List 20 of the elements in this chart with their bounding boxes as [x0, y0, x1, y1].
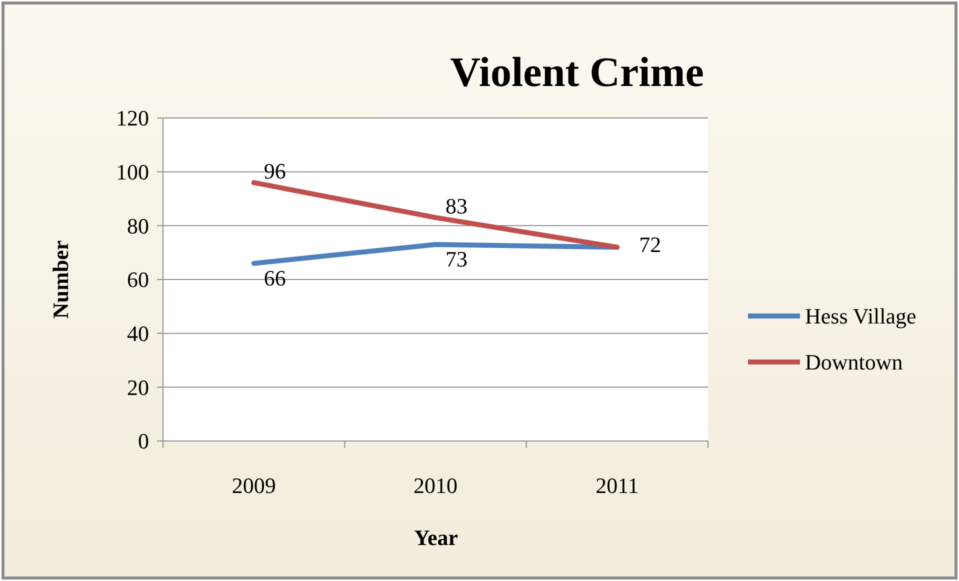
- y-tick-label: 100: [116, 160, 149, 185]
- data-label: 72: [639, 232, 662, 258]
- data-label: 96: [264, 158, 286, 184]
- y-tick-label: 120: [116, 106, 149, 131]
- y-tick-label: 20: [127, 374, 149, 400]
- legend-label: Hess Village: [805, 304, 916, 329]
- data-label: 83: [446, 194, 468, 219]
- x-tick-label: 2010: [414, 473, 458, 498]
- x-tick-label: 2009: [232, 473, 276, 498]
- data-label: 66: [264, 265, 286, 290]
- x-tick-label: 2011: [596, 473, 639, 498]
- x-axis-title: Year: [414, 525, 458, 550]
- y-tick-label: 40: [127, 321, 149, 346]
- y-tick-label: 60: [127, 267, 149, 292]
- y-tick-label: 0: [138, 428, 149, 454]
- data-label: 73: [446, 246, 468, 272]
- y-axis-title: Number: [48, 240, 73, 319]
- legend-label: Downtown: [805, 350, 903, 375]
- y-tick-label: 80: [127, 213, 149, 238]
- chart-title: Violent Crime: [450, 50, 704, 96]
